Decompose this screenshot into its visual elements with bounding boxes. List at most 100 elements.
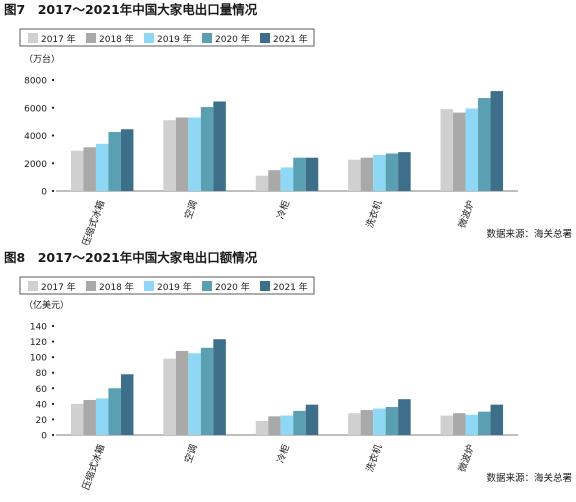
bar-1-4 xyxy=(213,101,226,191)
legend-swatch-2 xyxy=(144,33,154,43)
y-tick-mark-4 xyxy=(51,78,55,82)
category-label-3: 洗衣机 xyxy=(364,442,385,473)
bar-2-1 xyxy=(268,416,281,435)
bar-3-2 xyxy=(373,154,386,191)
export-volume-chart: 图7 2017～2021年中国大家电出口量情况 2017 年 2018 年 2019 … xyxy=(4,2,572,248)
y-tick-mark-0 xyxy=(51,433,55,437)
category-label-4: 微波炉 xyxy=(456,199,477,230)
bar-3-1 xyxy=(360,157,374,191)
legend-label-3: 2020 年 xyxy=(215,281,250,293)
bar-2-0 xyxy=(255,420,269,435)
bar-4-1 xyxy=(453,413,466,435)
bar-4-4 xyxy=(490,404,504,435)
legend-label-0: 2017 年 xyxy=(41,281,76,293)
source-note: 数据来源：海关总署 xyxy=(486,472,572,484)
y-tick-label-1: 2000 xyxy=(24,160,47,170)
category-label-4: 微波炉 xyxy=(456,443,477,474)
bar-0-2 xyxy=(95,398,109,435)
y-tick-label-4: 80 xyxy=(36,369,48,379)
y-tick-mark-0 xyxy=(51,189,55,193)
legend-label-1: 2018 年 xyxy=(99,281,134,293)
bar-2-0 xyxy=(255,175,269,191)
bar-0-4 xyxy=(120,374,134,435)
bar-0-4 xyxy=(120,129,134,191)
legend-label-4: 2021 年 xyxy=(273,33,308,45)
bar-4-0 xyxy=(440,415,454,435)
bar-1-2 xyxy=(188,117,201,191)
legend-swatch-4 xyxy=(260,281,270,291)
y-unit-label: （万台） xyxy=(24,53,60,65)
y-tick-label-2: 4000 xyxy=(24,132,47,142)
y-tick-label-4: 8000 xyxy=(24,77,47,87)
y-tick-label-0: 0 xyxy=(41,432,47,442)
bar-0-2 xyxy=(95,143,109,191)
legend-label-1: 2018 年 xyxy=(99,33,134,45)
legend-label-2: 2019 年 xyxy=(157,281,192,293)
category-label-3: 洗衣机 xyxy=(364,198,385,229)
y-tick-mark-1 xyxy=(51,418,55,421)
y-tick-mark-2 xyxy=(51,134,55,137)
bar-3-0 xyxy=(348,159,361,191)
bar-3-2 xyxy=(373,408,386,435)
bar-2-3 xyxy=(293,410,306,435)
category-label-1: 空调 xyxy=(182,199,200,221)
y-tick-label-6: 120 xyxy=(30,338,47,348)
bar-1-2 xyxy=(188,353,201,435)
y-tick-mark-3 xyxy=(51,106,55,109)
bar-2-3 xyxy=(293,157,306,191)
y-tick-label-2: 40 xyxy=(36,400,48,410)
y-tick-label-3: 6000 xyxy=(24,104,47,114)
y-tick-label-5: 100 xyxy=(30,354,47,364)
bar-0-1 xyxy=(83,399,96,435)
y-tick-label-0: 0 xyxy=(41,188,47,198)
legend-swatch-1 xyxy=(86,33,96,43)
bar-3-3 xyxy=(385,153,399,191)
bar-1-3 xyxy=(200,347,214,435)
category-label-2: 冷柜 xyxy=(274,198,292,220)
y-unit-label: （亿美元） xyxy=(24,299,69,311)
bar-1-3 xyxy=(200,107,214,191)
chart-title: 图8 2017～2021年中国大家电出口额情况 xyxy=(4,250,258,265)
bar-2-2 xyxy=(280,415,294,435)
legend-swatch-0 xyxy=(28,33,38,43)
legend-label-0: 2017 年 xyxy=(41,33,76,45)
legend-swatch-3 xyxy=(202,281,212,291)
legend-swatch-1 xyxy=(86,281,96,291)
bar-4-1 xyxy=(453,112,466,191)
legend-swatch-0 xyxy=(28,281,38,291)
y-tick-label-1: 20 xyxy=(36,416,48,426)
bar-1-0 xyxy=(163,358,176,435)
bar-2-1 xyxy=(268,170,281,191)
bar-3-0 xyxy=(348,413,361,435)
y-tick-mark-6 xyxy=(51,340,55,343)
legend-label-2: 2019 年 xyxy=(157,33,192,45)
bar-2-2 xyxy=(280,167,294,191)
bar-4-4 xyxy=(490,91,504,191)
bar-4-2 xyxy=(465,108,479,191)
export-value-chart: 图8 2017～2021年中国大家电出口额情况 2017 年 2018 年 2019 … xyxy=(4,250,572,492)
bar-0-3 xyxy=(108,132,121,191)
bar-3-4 xyxy=(398,399,411,435)
category-label-1: 空调 xyxy=(182,443,200,465)
y-tick-label-7: 140 xyxy=(30,323,47,333)
bar-4-0 xyxy=(440,109,454,191)
bar-1-1 xyxy=(175,350,189,435)
bar-1-1 xyxy=(175,117,189,191)
y-tick-mark-1 xyxy=(51,162,55,165)
y-tick-mark-4 xyxy=(51,371,55,374)
category-label-0: 压缩式冰箱 xyxy=(80,199,108,245)
bar-3-3 xyxy=(385,406,399,435)
legend-label-4: 2021 年 xyxy=(273,281,308,293)
y-tick-mark-5 xyxy=(51,356,55,359)
bar-3-4 xyxy=(398,152,411,191)
legend-label-3: 2020 年 xyxy=(215,33,250,45)
bar-3-1 xyxy=(360,410,374,435)
chart-title: 图7 2017～2021年中国大家电出口量情况 xyxy=(4,2,258,17)
y-tick-label-3: 60 xyxy=(36,385,48,395)
export-volume-figure: 图7 2017～2021年中国大家电出口量情况 2017 年 2018 年 2019 … xyxy=(0,0,576,248)
bar-0-0 xyxy=(70,150,84,191)
export-value-figure: 图8 2017～2021年中国大家电出口额情况 2017 年 2018 年 2019 … xyxy=(0,248,576,493)
category-label-0: 压缩式冰箱 xyxy=(80,443,108,492)
legend-swatch-3 xyxy=(202,33,212,43)
bar-1-4 xyxy=(213,339,226,435)
